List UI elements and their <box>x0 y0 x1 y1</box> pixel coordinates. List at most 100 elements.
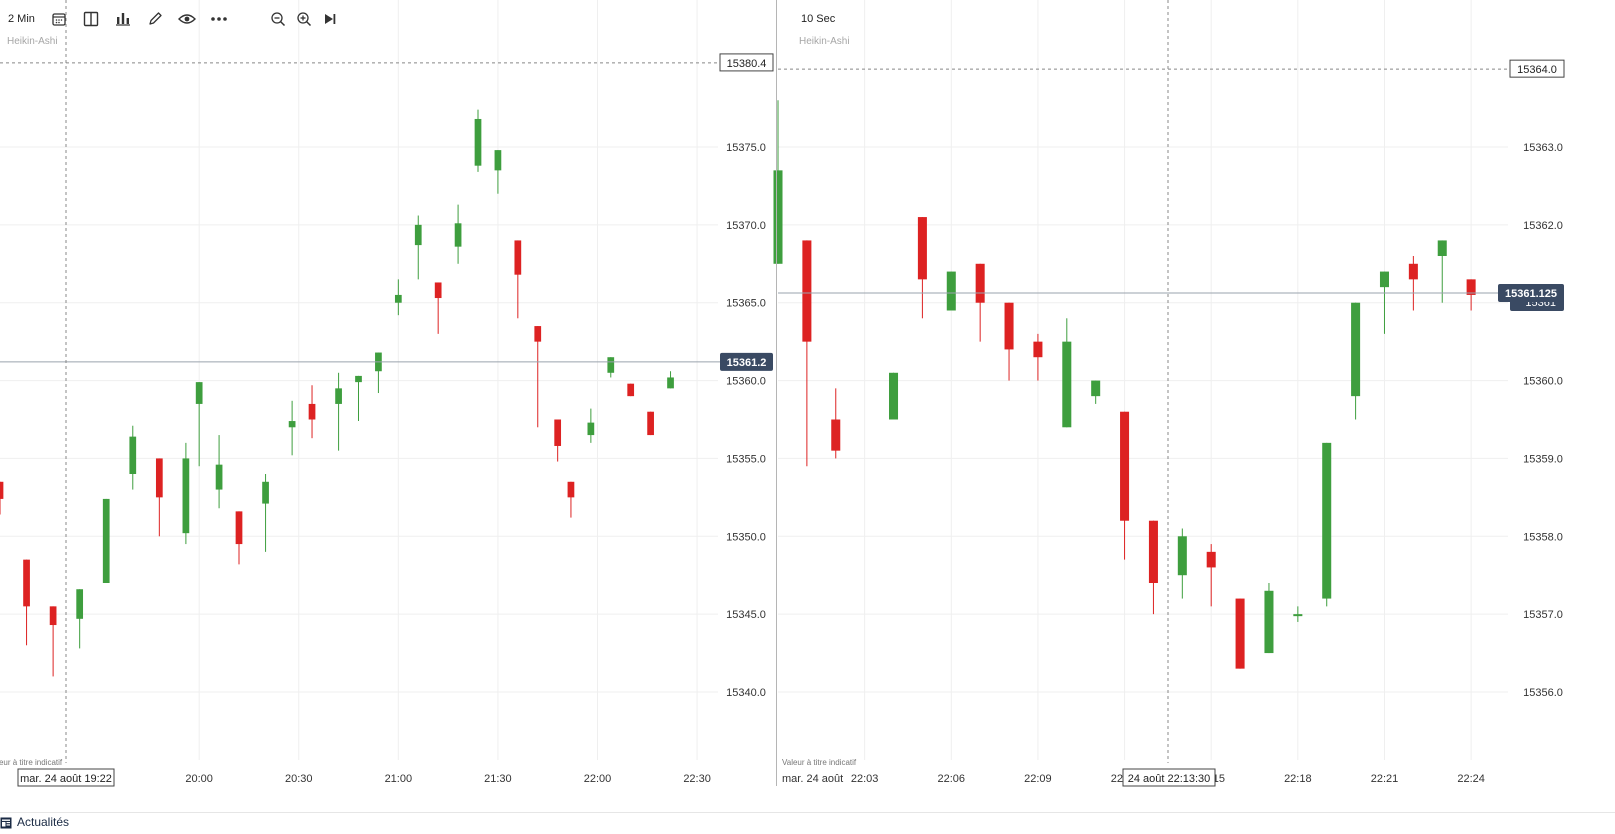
candle-body <box>49 606 57 626</box>
last-price-label[interactable] <box>720 352 773 371</box>
candle[interactable] <box>288 400 296 456</box>
candle[interactable] <box>567 481 575 518</box>
candle[interactable] <box>946 271 956 311</box>
candle-body <box>215 464 223 490</box>
candle[interactable] <box>1351 302 1361 420</box>
crosshair-x-tag <box>1122 768 1216 787</box>
candle-body <box>1437 240 1447 256</box>
candle-body <box>802 240 812 342</box>
candle[interactable] <box>1379 271 1389 334</box>
candle[interactable] <box>182 442 190 545</box>
candle[interactable] <box>308 385 316 439</box>
candle-body <box>1177 536 1187 576</box>
calendar-icon[interactable] <box>48 8 70 30</box>
candle-body <box>667 377 674 389</box>
candle-body <box>1004 302 1014 350</box>
candle[interactable] <box>1091 380 1101 404</box>
eye-icon[interactable] <box>176 8 198 30</box>
candle[interactable] <box>554 419 562 462</box>
candle[interactable] <box>1235 598 1245 669</box>
chart2[interactable]: 15356.0 15357.0 15358.0 15359.0 15360.0 15361… <box>773 0 1565 787</box>
last-price-label[interactable] <box>1498 283 1564 302</box>
candle[interactable] <box>1437 240 1447 303</box>
bar-chart-icon[interactable] <box>112 8 134 30</box>
candle[interactable] <box>215 435 223 509</box>
candle[interactable] <box>1206 544 1216 607</box>
date-label: mar. 24 août <box>782 773 843 785</box>
y-tick-label: 15363.0 <box>1523 142 1563 154</box>
candle-body <box>514 240 522 275</box>
chart2-interval-label[interactable]: 10 Sec <box>801 13 836 25</box>
candle[interactable] <box>1408 256 1418 311</box>
skip-forward-icon[interactable] <box>319 8 341 30</box>
candle-body <box>1148 520 1158 583</box>
candle[interactable] <box>975 263 985 342</box>
candle[interactable] <box>514 240 522 319</box>
candle[interactable] <box>1466 279 1476 311</box>
candle[interactable] <box>394 279 402 316</box>
candle[interactable] <box>474 109 482 172</box>
zoom-out-icon[interactable] <box>267 8 289 30</box>
candle[interactable] <box>1293 606 1303 622</box>
candle[interactable] <box>1177 528 1187 599</box>
candle[interactable] <box>434 282 442 334</box>
candle[interactable] <box>76 589 84 649</box>
candle-body <box>288 421 296 428</box>
layout-icon[interactable] <box>80 8 102 30</box>
candle[interactable] <box>1322 442 1332 607</box>
y-tick-label: 15357.0 <box>1523 609 1563 621</box>
candle-body <box>567 481 575 498</box>
candle[interactable] <box>667 371 674 389</box>
candle[interactable] <box>335 372 342 451</box>
candle[interactable] <box>23 559 30 646</box>
pencil-icon[interactable] <box>144 8 166 30</box>
candle[interactable] <box>802 240 812 467</box>
y-tick-label: 15340.0 <box>726 687 766 699</box>
candle[interactable] <box>587 408 595 443</box>
candle[interactable] <box>627 383 635 397</box>
candle[interactable] <box>773 100 783 264</box>
candle[interactable] <box>355 375 362 422</box>
candle[interactable] <box>195 382 203 467</box>
candle[interactable] <box>1004 302 1014 381</box>
candle[interactable] <box>129 425 137 490</box>
candle[interactable] <box>102 498 110 583</box>
candle[interactable] <box>49 606 57 677</box>
candle-body <box>946 271 956 311</box>
candle[interactable] <box>1264 583 1274 654</box>
candle[interactable] <box>917 217 927 319</box>
candle[interactable] <box>607 357 615 378</box>
crosshair-y-tag <box>1509 59 1565 78</box>
candle[interactable] <box>235 511 243 565</box>
candle[interactable] <box>494 150 502 194</box>
candle[interactable] <box>454 204 462 264</box>
dual-chart-canvas[interactable]: 15340.0 15345.0 15350.0 15355.0 15360.0 15365… <box>0 0 1615 812</box>
candle[interactable] <box>155 458 163 537</box>
interval-label[interactable]: 2 Min <box>8 13 35 25</box>
news-label[interactable]: Actualités <box>17 815 70 829</box>
candle[interactable] <box>1148 520 1158 615</box>
chart1[interactable]: 15340.0 15345.0 15350.0 15355.0 15360.0 15365… <box>0 0 774 787</box>
candle-body <box>308 403 316 420</box>
news-bar[interactable]: Actualités <box>0 812 1615 830</box>
candle-body <box>355 375 362 383</box>
more-icon[interactable] <box>208 8 230 30</box>
candle[interactable] <box>0 481 4 515</box>
candle[interactable] <box>889 372 899 420</box>
candle[interactable] <box>647 411 654 436</box>
y-tick-label: 15358.0 <box>1523 531 1563 543</box>
candle[interactable] <box>375 352 382 394</box>
x-tick-label: 22:30 <box>683 773 711 785</box>
candle[interactable] <box>1120 411 1130 560</box>
candle[interactable] <box>262 474 269 552</box>
candle-body <box>1408 263 1418 280</box>
candle[interactable] <box>831 388 841 459</box>
candle[interactable] <box>534 326 542 428</box>
zoom-in-icon[interactable] <box>293 8 315 30</box>
candle[interactable] <box>414 215 422 280</box>
candle[interactable] <box>1062 318 1072 428</box>
candle-body <box>1466 279 1476 295</box>
candle[interactable] <box>1033 333 1043 381</box>
last-price-value: 15361.2 <box>727 357 767 369</box>
